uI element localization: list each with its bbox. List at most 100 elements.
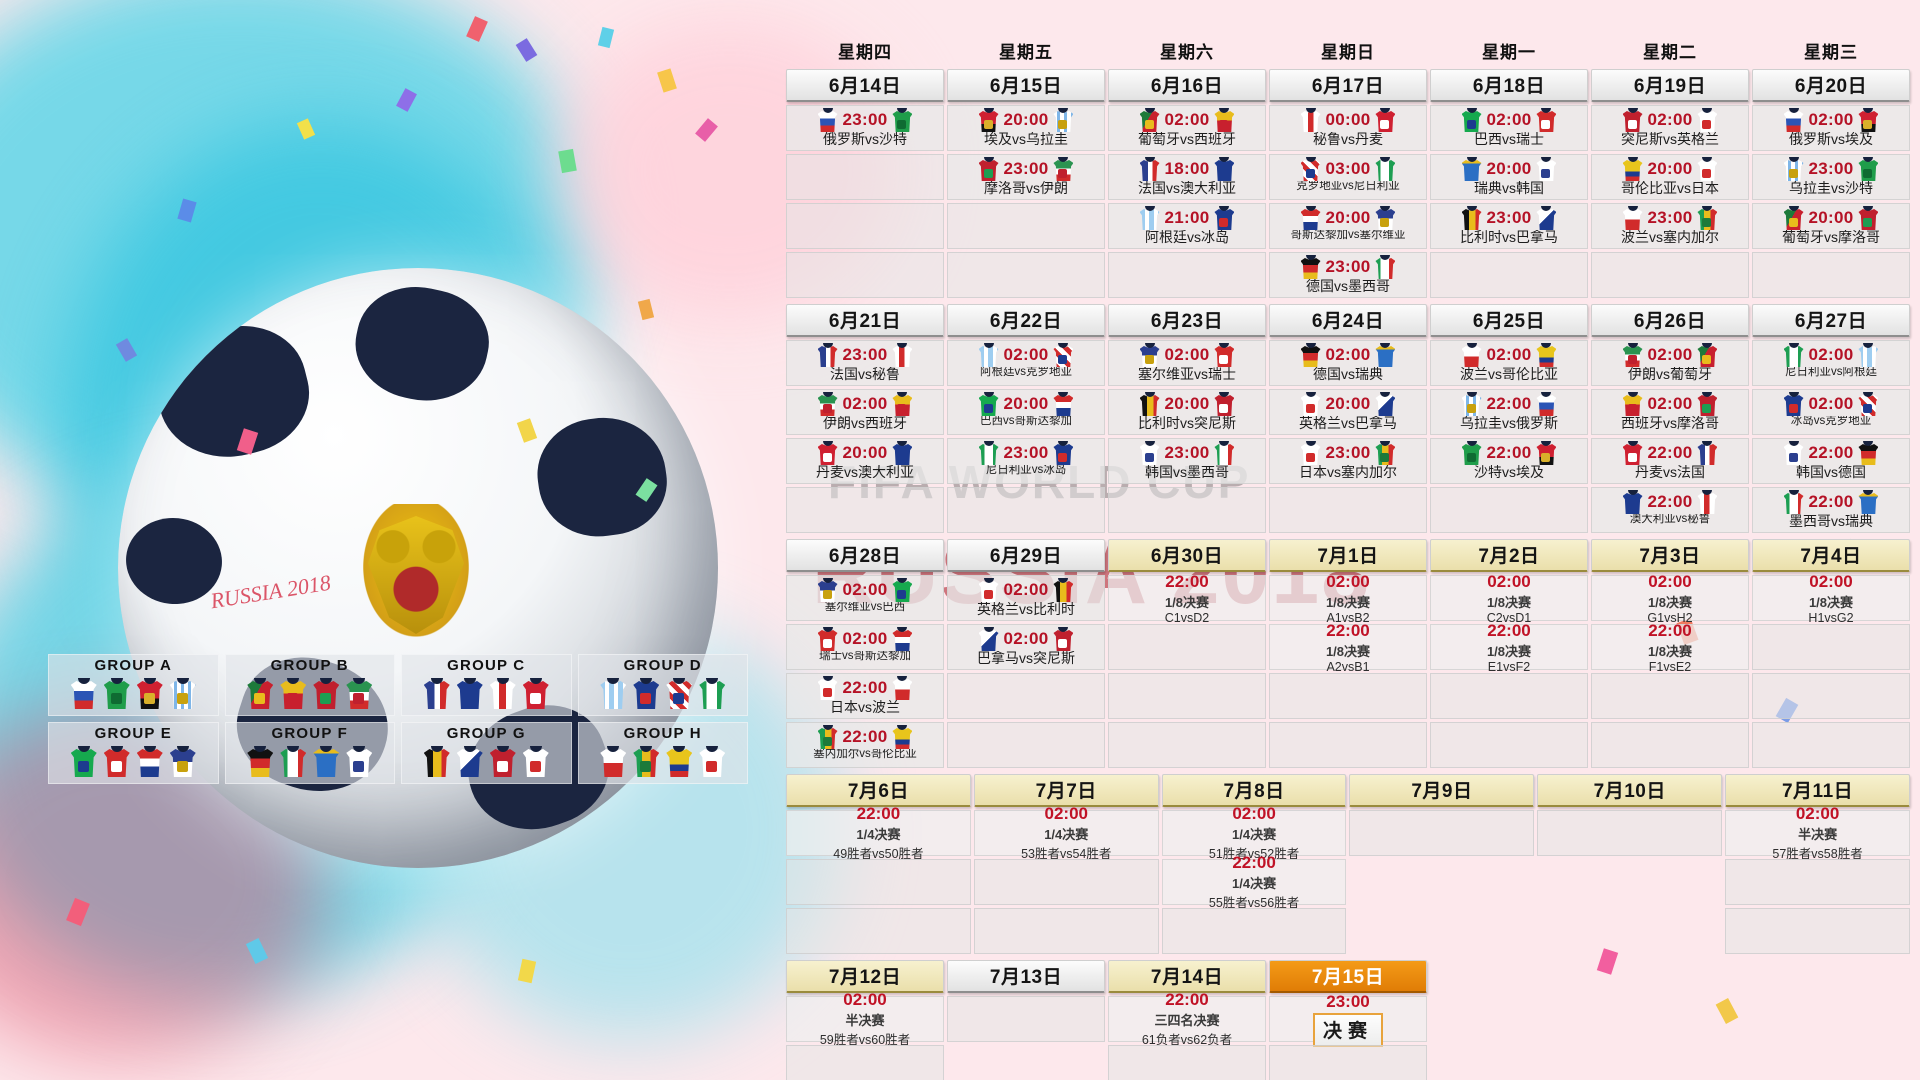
match-cell[interactable]: 23:00 波兰vs塞内加尔	[1591, 203, 1749, 249]
match-cell[interactable]: 22:00 乌拉圭vs俄罗斯	[1430, 389, 1588, 435]
match-cell[interactable]: 02:00 俄罗斯vs埃及	[1752, 105, 1910, 151]
knockout-cell[interactable]: 22:00 三四名决赛 61负者vs62负者	[1108, 990, 1266, 1047]
knockout-cell[interactable]: 02:00 1/8决赛 A1vsB2	[1269, 572, 1427, 625]
kit-icon-uruguay	[1782, 156, 1806, 182]
match-cell[interactable]: 02:00 巴西vs瑞士	[1430, 105, 1588, 151]
match-cell[interactable]: 03:00 克罗地亚vs尼日利亚	[1269, 154, 1427, 200]
knockout-cell[interactable]: 22:00 1/8决赛 F1vsE2	[1591, 621, 1749, 674]
match-cell[interactable]: 22:00 韩国vs德国	[1752, 438, 1910, 484]
match-cell[interactable]: 02:00 葡萄牙vs西班牙	[1108, 105, 1266, 151]
match-cell[interactable]: 23:00 摩洛哥vs伊朗	[947, 154, 1105, 200]
knockout-cell[interactable]: 02:00 1/8决赛 H1vsG2	[1752, 572, 1910, 625]
day-column: 6月17日 00:00 秘鲁vs丹麦 03:00 克罗地亚vs尼日利亚 20:00 哥斯达黎…	[1269, 69, 1427, 298]
knockout-cell[interactable]: 22:00 1/4决赛 49胜者vs50胜者	[786, 804, 971, 861]
empty-cell	[1108, 673, 1266, 719]
match-cell[interactable]: 20:00 葡萄牙vs摩洛哥	[1752, 203, 1910, 249]
day-column: 7月15日 23:00 决赛	[1269, 960, 1427, 1080]
kit-icon-iran	[344, 676, 374, 710]
round-name: 半决赛	[1798, 827, 1838, 842]
match-cell[interactable]: 02:00 德国vs瑞典	[1269, 340, 1427, 386]
match-cell[interactable]: 02:00 瑞士vs哥斯达黎加	[786, 624, 944, 670]
group-box-group-g[interactable]: GROUP G	[401, 722, 572, 784]
match-cell[interactable]: 20:00 比利时vs突尼斯	[1108, 389, 1266, 435]
match-cell[interactable]: 20:00 埃及vs乌拉圭	[947, 105, 1105, 151]
round-pairing: 51胜者vs52胜者	[1208, 847, 1300, 861]
group-box-group-f[interactable]: GROUP F	[224, 722, 395, 784]
knockout-cell[interactable]: 02:00 1/8决赛 G1vsH2	[1591, 572, 1749, 625]
match-cell[interactable]: 20:00 英格兰vs巴拿马	[1269, 389, 1427, 435]
round-name: 1/8决赛	[1647, 643, 1693, 659]
match-cell[interactable]: 22:00 墨西哥vs瑞典	[1752, 487, 1910, 533]
match-cell[interactable]: 02:00 巴拿马vs突尼斯	[947, 624, 1105, 670]
match-cell[interactable]: 02:00 塞尔维亚vs巴西	[786, 575, 944, 621]
match-cell[interactable]: 20:00 丹麦vs澳大利亚	[786, 438, 944, 484]
match-cell[interactable]: 02:00 阿根廷vs克罗地亚	[947, 340, 1105, 386]
knockout-cell[interactable]: 22:00 1/8决赛 A2vsB1	[1269, 621, 1427, 674]
final-cell[interactable]: 23:00 决赛	[1269, 992, 1427, 1047]
empty-cell	[786, 1045, 944, 1080]
match-cell[interactable]: 20:00 瑞典vs韩国	[1430, 154, 1588, 200]
group-box-group-e[interactable]: GROUP E	[48, 722, 219, 784]
match-cell[interactable]: 02:00 英格兰vs比利时	[947, 575, 1105, 621]
knockout-cell[interactable]: 02:00 半决赛 59胜者vs60胜者	[786, 990, 944, 1047]
match-teams: 日本vs波兰	[830, 700, 900, 714]
match-time: 23:00	[1164, 443, 1210, 462]
day-column: 7月13日	[947, 960, 1105, 1080]
knockout-cell[interactable]: 22:00 1/4决赛 55胜者vs56胜者	[1161, 853, 1347, 910]
match-cell[interactable]: 23:00 乌拉圭vs沙特	[1752, 154, 1910, 200]
match-cell[interactable]: 22:00 日本vs波兰	[786, 673, 944, 719]
round-pairing: 57胜者vs58胜者	[1772, 847, 1863, 861]
match-cell[interactable]: 23:00 德国vs墨西哥	[1269, 252, 1427, 298]
match-cell[interactable]: 20:00 哥伦比亚vs日本	[1591, 154, 1749, 200]
empty-cell	[1269, 487, 1427, 533]
knockout-cell[interactable]: 22:00 1/8决赛 E1vsF2	[1430, 621, 1588, 674]
match-cell[interactable]: 18:00 法国vs澳大利亚	[1108, 154, 1266, 200]
group-name: GROUP E	[94, 725, 172, 742]
match-cell[interactable]: 23:00 韩国vs墨西哥	[1108, 438, 1266, 484]
match-cell[interactable]: 00:00 秘鲁vs丹麦	[1269, 105, 1427, 151]
match-cell[interactable]: 02:00 伊朗vs西班牙	[786, 389, 944, 435]
match-cell[interactable]: 23:00 比利时vs巴拿马	[1430, 203, 1588, 249]
group-kits	[583, 676, 744, 710]
match-cell[interactable]: 02:00 冰岛vs克罗地亚	[1752, 389, 1910, 435]
knockout-cell[interactable]: 02:00 1/4决赛 51胜者vs52胜者	[1161, 804, 1347, 861]
match-time: 22:00	[1647, 492, 1693, 511]
match-cell[interactable]: 02:00 波兰vs哥伦比亚	[1430, 340, 1588, 386]
match-cell[interactable]: 23:00 尼日利亚vs冰岛	[947, 438, 1105, 484]
round-name: 1/8决赛	[1486, 643, 1532, 659]
match-cell[interactable]: 20:00 巴西vs哥斯达黎加	[947, 389, 1105, 435]
match-cell[interactable]: 23:00 俄罗斯vs沙特	[786, 105, 944, 151]
group-box-group-d[interactable]: GROUP D	[577, 654, 748, 716]
knockout-cell[interactable]: 22:00 1/8决赛 C1vsD2	[1108, 572, 1266, 625]
match-cell[interactable]: 22:00 塞内加尔vs哥伦比亚	[786, 722, 944, 768]
kit-icon-iran	[1051, 156, 1075, 182]
match-cell[interactable]: 22:00 丹麦vs法国	[1591, 438, 1749, 484]
match-cell[interactable]: 02:00 塞尔维亚vs瑞士	[1108, 340, 1266, 386]
match-teams: 葡萄牙vs西班牙	[1138, 132, 1236, 146]
group-box-group-h[interactable]: GROUP H	[577, 722, 748, 784]
match-cell[interactable]: 21:00 阿根廷vs冰岛	[1108, 203, 1266, 249]
kit-icon-brazil	[890, 577, 914, 603]
round-name: 1/8决赛	[1164, 594, 1210, 610]
match-cell[interactable]: 22:00 澳大利亚vs秘鲁	[1591, 487, 1749, 533]
match-cell[interactable]: 23:00 日本vs塞内加尔	[1269, 438, 1427, 484]
group-box-group-a[interactable]: GROUP A	[48, 654, 219, 716]
empty-cell	[1349, 908, 1534, 954]
match-cell[interactable]: 02:00 西班牙vs摩洛哥	[1591, 389, 1749, 435]
kit-icon-korea	[1782, 440, 1806, 466]
match-cell[interactable]: 22:00 沙特vs埃及	[1430, 438, 1588, 484]
knockout-cell[interactable]: 02:00 1/4决赛 53胜者vs54胜者	[973, 804, 1159, 861]
kit-icon-colombia	[664, 744, 694, 778]
match-cell[interactable]: 02:00 伊朗vs葡萄牙	[1591, 340, 1749, 386]
group-box-group-c[interactable]: GROUP C	[401, 654, 572, 716]
match-cell[interactable]: 20:00 哥斯达黎加vs塞尔维亚	[1269, 203, 1427, 249]
knockout-cell[interactable]: 02:00 1/8决赛 C2vsD1	[1430, 572, 1588, 625]
match-cell[interactable]: 23:00 法国vs秘鲁	[786, 340, 944, 386]
match-teams: 沙特vs埃及	[1474, 465, 1544, 479]
kit-icon-egypt	[135, 676, 165, 710]
knockout-cell[interactable]: 02:00 半决赛 57胜者vs58胜者	[1725, 804, 1910, 861]
group-box-group-b[interactable]: GROUP B	[224, 654, 395, 716]
match-cell[interactable]: 02:00 突尼斯vs英格兰	[1591, 105, 1749, 151]
match-cell[interactable]: 02:00 尼日利亚vs阿根廷	[1752, 340, 1910, 386]
day-column: 7月9日	[1349, 774, 1535, 954]
